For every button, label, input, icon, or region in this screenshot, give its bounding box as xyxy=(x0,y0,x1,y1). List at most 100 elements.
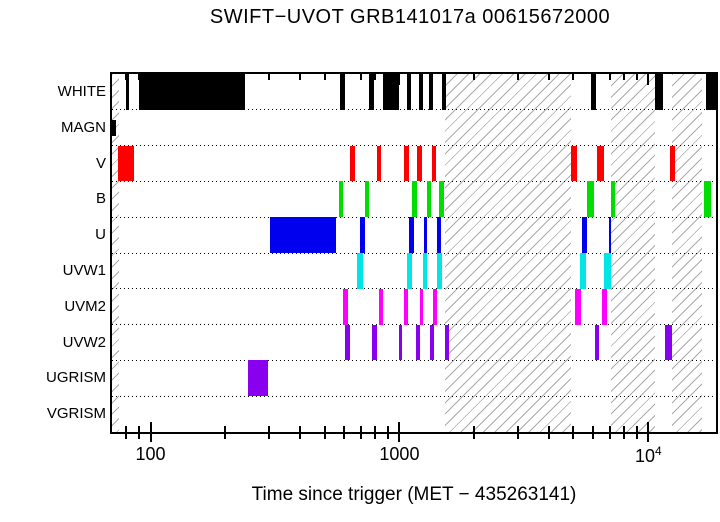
x-major-tick-bottom xyxy=(647,422,650,442)
exposure-bar-uvw1 xyxy=(603,253,611,289)
exposure-bar-ugrism xyxy=(247,360,268,397)
x-minor-tick-top xyxy=(323,74,326,80)
x-minor-tick-top xyxy=(608,74,611,80)
exposure-bar-uvw2 xyxy=(344,324,350,361)
exposure-bar-white xyxy=(339,74,346,110)
exposure-bar-v xyxy=(118,145,135,182)
x-major-tick-top xyxy=(398,74,401,85)
x-minor-tick-bottom xyxy=(548,426,551,439)
exposure-bar-uvm2 xyxy=(574,288,581,325)
exposure-bar-b xyxy=(586,181,594,218)
exposure-bar-white xyxy=(419,74,423,110)
x-minor-tick-top xyxy=(299,74,302,80)
x-minor-tick-bottom xyxy=(323,426,326,439)
plot-frame xyxy=(110,72,718,434)
exposure-bar-v xyxy=(432,145,437,182)
exposure-bar-uvw1 xyxy=(407,253,413,289)
x-major-tick-bottom xyxy=(398,422,401,442)
exposure-bar-uvw1 xyxy=(437,253,443,289)
x-minor-tick-bottom xyxy=(387,426,390,439)
x-minor-tick-bottom xyxy=(138,426,141,439)
x-minor-tick-bottom xyxy=(299,426,302,439)
exposure-bar-b xyxy=(412,181,418,218)
x-major-tick-top xyxy=(647,74,650,85)
exposure-bar-u xyxy=(424,217,428,253)
exposure-bar-b xyxy=(704,181,712,218)
y-axis-label-vgrism: VGRISM xyxy=(46,405,106,423)
exposure-bar-uvm2 xyxy=(378,288,383,325)
exposure-bar-uvw2 xyxy=(371,324,377,361)
exposure-bar-v xyxy=(404,145,410,182)
exposure-bar-magn xyxy=(112,119,116,136)
x-minor-tick-bottom xyxy=(343,426,346,439)
exposure-bar-white xyxy=(126,74,130,110)
x-minor-tick-top xyxy=(548,74,551,80)
row-divider-line xyxy=(112,288,716,290)
exposure-bar-white xyxy=(139,74,246,110)
exposure-bar-b xyxy=(439,181,445,218)
y-axis-label-uvm2: UVM2 xyxy=(64,297,106,315)
exposure-bar-uvm2 xyxy=(342,288,348,325)
x-minor-tick-bottom xyxy=(125,426,128,439)
y-axis-label-magn: MAGN xyxy=(61,118,106,136)
exposure-bar-v xyxy=(417,145,423,182)
x-minor-tick-bottom xyxy=(608,426,611,439)
exposure-bar-white xyxy=(382,74,400,110)
row-divider-line xyxy=(112,145,716,147)
exposure-bar-v xyxy=(349,145,355,182)
y-axis-label-b: B xyxy=(95,190,106,208)
exposure-bar-uvw1 xyxy=(356,253,363,289)
exposure-bar-u xyxy=(359,217,365,253)
exponent: 4 xyxy=(655,444,662,458)
exposure-bar-white xyxy=(706,74,716,110)
chart-title: SWIFT−UVOT GRB141017a 00615672000 xyxy=(209,6,611,28)
row-divider-line xyxy=(112,359,716,361)
x-minor-tick-top xyxy=(268,74,271,80)
exposure-bar-uvw2 xyxy=(665,324,673,361)
exposure-bar-v xyxy=(596,145,604,182)
y-axis-label-white: WHITE xyxy=(57,82,106,100)
exposure-bar-uvm2 xyxy=(420,288,424,325)
x-minor-tick-top xyxy=(374,74,377,80)
exposure-bar-b xyxy=(610,181,616,218)
x-tick-label: 1000 xyxy=(379,444,420,464)
exposure-bar-uvw2 xyxy=(430,324,435,361)
exposure-bar-u xyxy=(608,217,612,253)
x-minor-tick-bottom xyxy=(572,426,575,439)
row-divider-line xyxy=(112,252,716,254)
x-minor-tick-top xyxy=(473,74,476,80)
x-minor-tick-top xyxy=(517,74,520,80)
plot-area xyxy=(112,74,716,432)
exposure-bar-uvw2 xyxy=(445,324,450,361)
exposure-bar-u xyxy=(437,217,442,253)
exposure-bar-b xyxy=(364,181,369,218)
x-minor-tick-bottom xyxy=(635,426,638,439)
exposure-bar-uvw1 xyxy=(579,253,586,289)
y-axis-label-uvw1: UVW1 xyxy=(62,261,106,279)
exposure-bar-u xyxy=(270,217,336,253)
exposure-bar-u xyxy=(409,217,415,253)
exposure-bar-u xyxy=(581,217,587,253)
x-minor-tick-bottom xyxy=(592,426,595,439)
x-tick-label: 104 xyxy=(634,444,662,466)
exposure-bar-white xyxy=(369,74,375,110)
exposure-bar-white xyxy=(442,74,446,110)
exposure-bar-uvm2 xyxy=(433,288,438,325)
x-tick-label: 100 xyxy=(135,444,166,464)
x-minor-tick-bottom xyxy=(473,426,476,439)
exposure-bar-v xyxy=(670,145,676,182)
row-divider-line xyxy=(112,395,716,397)
x-minor-tick-top xyxy=(572,74,575,80)
row-divider-line xyxy=(112,109,716,111)
exposure-bar-uvm2 xyxy=(404,288,409,325)
x-minor-tick-bottom xyxy=(517,426,520,439)
exposure-bar-white xyxy=(429,74,433,110)
x-minor-tick-bottom xyxy=(268,426,271,439)
x-minor-tick-bottom xyxy=(374,426,377,439)
exposure-bar-uvw2 xyxy=(399,324,403,361)
x-minor-tick-top xyxy=(623,74,626,80)
exposure-bar-white xyxy=(655,74,664,110)
exposure-bar-white xyxy=(590,74,597,110)
